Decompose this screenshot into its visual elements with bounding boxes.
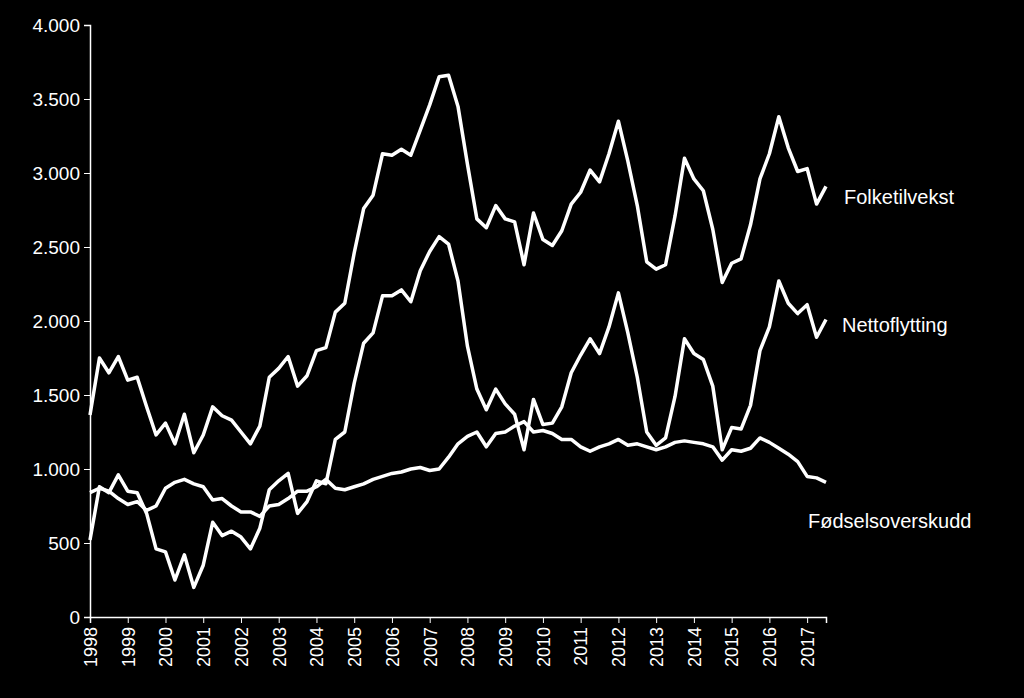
x-tick-mark — [165, 617, 166, 623]
y-tick-mark — [84, 395, 90, 396]
x-tick-mark — [90, 617, 91, 623]
series-line — [90, 237, 826, 588]
x-tick-mark — [392, 617, 393, 623]
y-tick: 1.000 — [32, 459, 90, 480]
y-tick-label: 2.500 — [32, 237, 80, 258]
x-tick: 2017 — [798, 617, 818, 667]
x-tick: 1998 — [81, 617, 101, 667]
x-tick-label: 1999 — [119, 627, 139, 667]
y-tick: 3.000 — [32, 163, 90, 184]
series-label: Folketilvekst — [844, 186, 954, 208]
x-tick: 2012 — [609, 617, 629, 667]
y-tick-label: 1.000 — [32, 459, 80, 480]
y-tick-label: 3.000 — [32, 163, 80, 184]
x-tick-label: 2011 — [571, 627, 591, 666]
x-tick-label: 2004 — [307, 627, 327, 667]
y-tick-mark — [84, 25, 90, 26]
y-tick: 1.500 — [32, 385, 90, 406]
x-tick-mark — [316, 617, 317, 623]
x-tick-mark — [581, 617, 582, 623]
x-tick-label: 2005 — [345, 627, 365, 667]
x-tick: 2002 — [232, 617, 252, 667]
x-tick-mark — [354, 617, 355, 623]
x-tick-label: 2013 — [647, 627, 667, 667]
y-tick-mark — [84, 321, 90, 322]
x-tick: 2008 — [458, 617, 478, 667]
x-tick-label: 2014 — [685, 627, 705, 667]
x-tick-label: 2001 — [194, 627, 214, 667]
x-tick: 2011 — [571, 617, 591, 666]
x-tick: 2000 — [156, 617, 176, 667]
y-tick-label: 0 — [69, 607, 80, 628]
y-tick-label: 2.000 — [32, 311, 80, 332]
x-tick: 2006 — [383, 617, 403, 667]
x-tick-label: 2008 — [458, 627, 478, 667]
x-tick-mark — [203, 617, 204, 623]
x-tick-mark — [241, 617, 242, 623]
y-tick-label: 500 — [48, 533, 80, 554]
x-tick-mark — [618, 617, 619, 623]
series-label: Nettoflytting — [842, 314, 948, 336]
x-tick-label: 2015 — [722, 627, 742, 667]
x-tick: 2003 — [270, 617, 290, 667]
x-tick: 2007 — [420, 617, 440, 667]
x-tick-label: 2017 — [798, 627, 818, 667]
x-tick: 2004 — [307, 617, 327, 667]
y-tick: 500 — [48, 533, 90, 554]
x-tick-mark — [769, 617, 770, 623]
plot-area — [90, 75, 826, 587]
y-tick-label: 1.500 — [32, 385, 80, 406]
y-tick-label: 3.500 — [32, 89, 80, 110]
y-tick: 2.000 — [32, 311, 90, 332]
x-tick: 2009 — [496, 617, 516, 667]
x-tick-label: 2003 — [270, 627, 290, 667]
x-tick: 2005 — [345, 617, 365, 667]
x-tick-mark — [694, 617, 695, 623]
x-tick-label: 2000 — [156, 627, 176, 667]
x-tick-mark — [807, 617, 808, 623]
x-tick-label: 2016 — [760, 627, 780, 667]
x-tick-mark — [656, 617, 657, 623]
x-tick-mark — [430, 617, 431, 623]
x-tick-mark — [505, 617, 506, 623]
x-axis: 1998 1999 2000 2001 2002 2003 2004 2005 2006 2007… — [81, 617, 827, 667]
y-tick-mark — [84, 469, 90, 470]
y-tick-mark — [84, 247, 90, 248]
series-line — [90, 422, 826, 517]
y-tick-mark — [84, 99, 90, 100]
x-tick-label: 1998 — [81, 627, 101, 667]
x-tick-label: 2006 — [383, 627, 403, 667]
x-tick: 2001 — [194, 617, 214, 667]
x-tick-label: 2007 — [420, 627, 440, 667]
x-tick-mark — [543, 617, 544, 623]
y-tick-mark — [84, 173, 90, 174]
y-tick-label: 4.000 — [32, 15, 80, 36]
y-tick: 3.500 — [32, 89, 90, 110]
chart: 0 500 1.000 1.500 2.000 2.500 3.000 3.500 4.000 1… — [0, 0, 1024, 698]
y-tick: 2.500 — [32, 237, 90, 258]
series-label: Fødselsoverskudd — [808, 510, 971, 532]
x-tick-mark — [279, 617, 280, 623]
x-tick: 2015 — [722, 617, 742, 667]
x-tick-mark — [128, 617, 129, 623]
x-tick-label: 2002 — [232, 627, 252, 667]
y-axis-line — [84, 26, 91, 618]
y-axis: 0 500 1.000 1.500 2.000 2.500 3.000 3.500 4.000 — [32, 15, 90, 628]
x-tick: 2013 — [647, 617, 667, 667]
x-tick-label: 2010 — [534, 627, 554, 667]
background — [0, 0, 1024, 698]
x-tick: 2010 — [534, 617, 554, 667]
y-tick-mark — [84, 543, 90, 544]
y-tick: 4.000 — [32, 15, 90, 36]
x-tick-label: 2012 — [609, 627, 629, 667]
y-tick: 0 — [69, 607, 90, 628]
x-axis-line — [91, 618, 827, 624]
x-tick: 1999 — [119, 617, 139, 667]
x-tick-mark — [732, 617, 733, 623]
x-tick-label: 2009 — [496, 627, 516, 667]
x-tick-mark — [467, 617, 468, 623]
y-tick-mark — [84, 617, 90, 618]
x-tick: 2014 — [685, 617, 705, 667]
x-tick: 2016 — [760, 617, 780, 667]
